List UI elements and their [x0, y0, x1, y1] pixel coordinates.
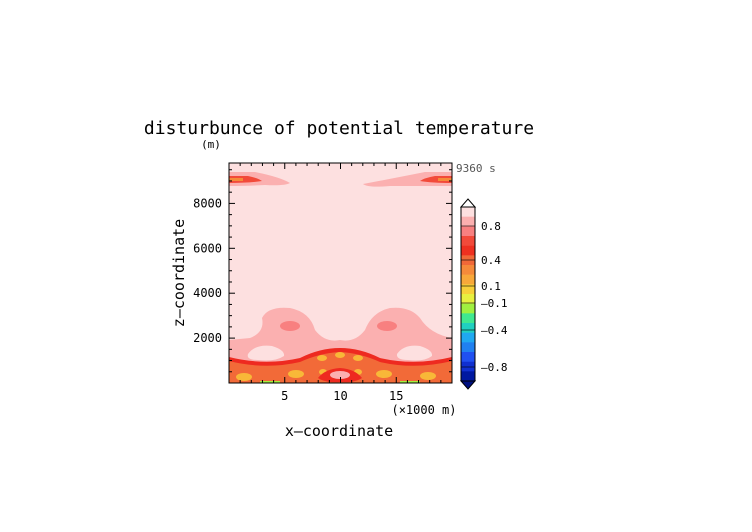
- y-tick-labels: 2000 4000 6000 8000: [193, 196, 222, 345]
- time-label: 9360 s: [456, 162, 496, 175]
- colorbar-swatch: [461, 236, 475, 246]
- region-blob-left: [280, 321, 300, 331]
- colorbar-swatch: [461, 284, 475, 295]
- region-surface-cool: [400, 381, 420, 383]
- colorbar-top-arrow: [459, 198, 477, 208]
- y-axis-label: z—coordinate: [170, 219, 188, 327]
- colorbar-swatch: [461, 332, 475, 343]
- colorbar-frame: [460, 206, 476, 382]
- region-cell: [288, 370, 304, 378]
- colorbar-swatch: [461, 216, 475, 227]
- colorbar-swatch: [461, 323, 475, 333]
- region-cell: [335, 352, 345, 358]
- region-top-left-red: [229, 176, 262, 183]
- colorbar-swatch: [461, 313, 475, 324]
- colorbar-swatch: [461, 294, 475, 304]
- x-tick-label: 15: [389, 389, 403, 403]
- y-unit-label: (m): [201, 138, 221, 151]
- x-unit-label: (×1000 m): [391, 403, 456, 417]
- region-top-right-pink: [363, 172, 452, 187]
- colorbar-swatch: [461, 207, 475, 217]
- axis-ticks: [229, 163, 452, 383]
- colorbar-label: 0.1: [481, 280, 501, 293]
- colorbar-label: 0.4: [481, 254, 501, 267]
- region-orange-layer: [229, 352, 452, 383]
- colorbar-swatch: [461, 226, 475, 237]
- region-blob-right: [377, 321, 397, 331]
- y-tick-label: 4000: [193, 286, 222, 300]
- region-center-pink: [330, 371, 350, 379]
- region-light-right: [396, 345, 433, 361]
- colorbar-swatch: [461, 265, 475, 275]
- colorbar-label: —0.4: [481, 324, 508, 337]
- region-cell: [420, 372, 436, 380]
- colorbar-swatch: [461, 361, 475, 372]
- region-cell: [376, 370, 392, 378]
- region-top-right-orange: [438, 178, 452, 181]
- chart-title: disturbunce of potential temperature: [144, 118, 534, 139]
- x-tick-label: 5: [281, 389, 288, 403]
- heatmap-field: [229, 163, 452, 383]
- colorbar: [459, 198, 477, 390]
- x-axis-label: x—coordinate: [285, 422, 393, 440]
- region-surface-cool: [260, 381, 280, 383]
- colorbar-swatch: [461, 303, 475, 314]
- y-tick-label: 2000: [193, 331, 222, 345]
- colorbar-swatch: [461, 371, 475, 382]
- region-cell: [236, 373, 252, 381]
- colorbar-label: —0.1: [481, 297, 508, 310]
- colorbar-swatch: [461, 245, 475, 256]
- colorbar-label: —0.8: [481, 361, 508, 374]
- x-tick-labels: 5 10 15: [281, 389, 403, 403]
- region-cell: [317, 355, 327, 361]
- x-tick-label: 10: [333, 389, 347, 403]
- colorbar-label: 0.8: [481, 220, 501, 233]
- colorbar-swatch: [461, 352, 475, 362]
- colorbar-labels: 0.8 0.4 0.1 —0.1 —0.4 —0.8: [481, 220, 508, 374]
- colorbar-bottom-arrow: [459, 380, 477, 390]
- region-light-left: [247, 345, 285, 361]
- region-cell: [353, 355, 363, 361]
- region-top-left-orange: [229, 178, 243, 181]
- y-tick-label: 6000: [193, 241, 222, 255]
- colorbar-swatch: [461, 342, 475, 353]
- colorbar-swatch: [461, 274, 475, 285]
- y-tick-label: 8000: [193, 196, 222, 210]
- region-top-right-red: [420, 176, 452, 183]
- colorbar-swatch: [461, 255, 475, 266]
